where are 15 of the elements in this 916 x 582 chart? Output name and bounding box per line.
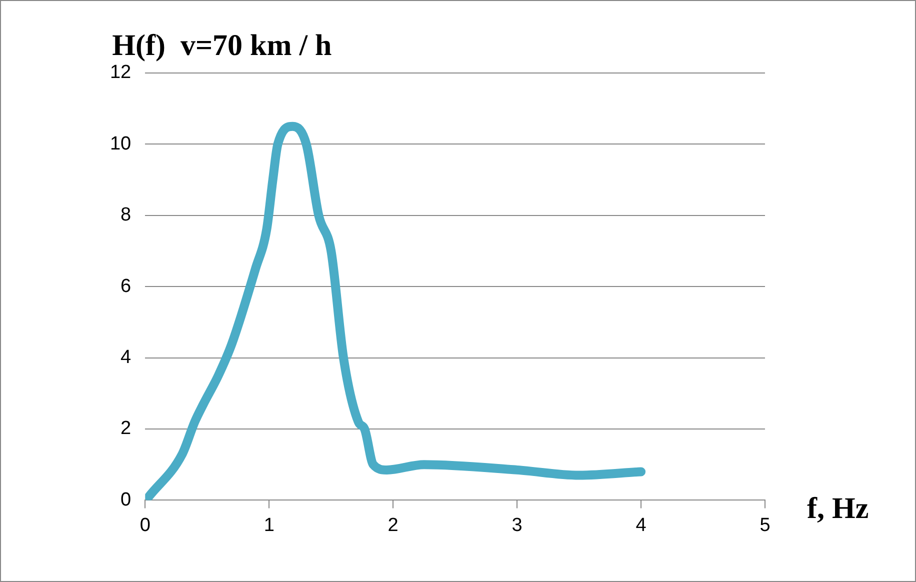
y-tick-label: 8 bbox=[120, 204, 132, 226]
x-tick-label: 2 bbox=[388, 514, 398, 536]
y-tick-label: 2 bbox=[120, 418, 132, 440]
y-tick-label: 0 bbox=[120, 489, 132, 510]
x-tick-label: 1 bbox=[264, 514, 274, 536]
x-tick-label: 3 bbox=[512, 514, 522, 536]
x-tick-label: 4 bbox=[636, 514, 647, 536]
y-tick-label: 6 bbox=[120, 276, 132, 297]
x-tick-label: 0 bbox=[140, 514, 150, 536]
y-tick-label: 4 bbox=[120, 347, 132, 368]
y-tick-label: 10 bbox=[110, 133, 132, 154]
x-axis-title: f, Hz bbox=[807, 492, 869, 526]
y-tick-label: 12 bbox=[110, 62, 132, 84]
chart-title: H(f) v=70 km / h bbox=[112, 29, 332, 62]
x-tick-label: 5 bbox=[760, 514, 770, 536]
